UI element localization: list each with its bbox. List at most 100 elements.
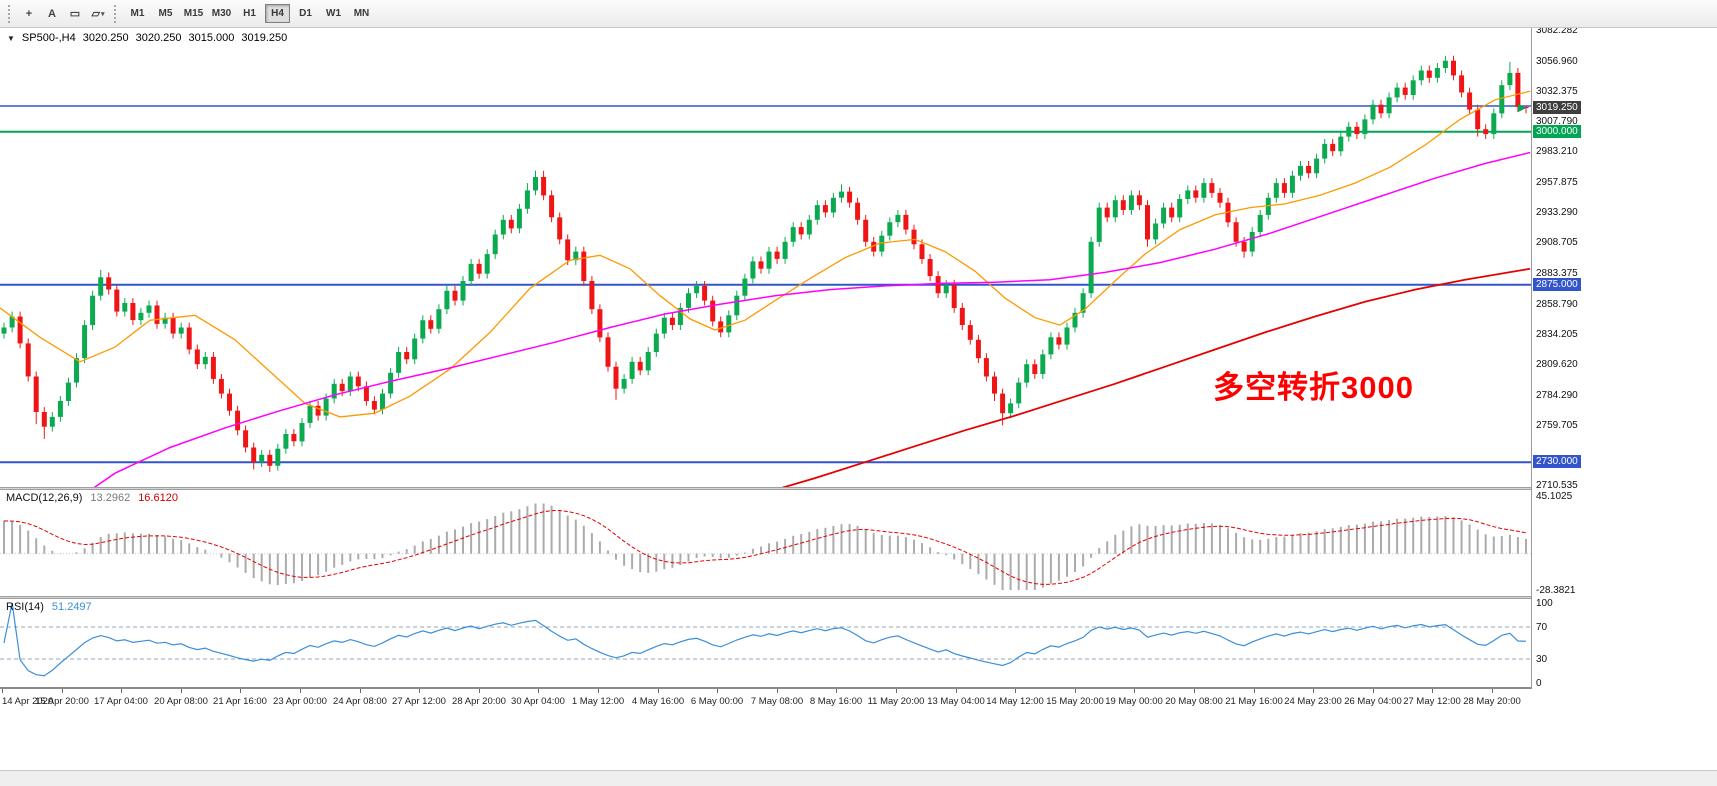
time-axis-tick <box>121 689 122 693</box>
main-chart-canvas[interactable] <box>0 28 1531 487</box>
candle-body <box>1072 312 1078 328</box>
candle-body <box>1128 195 1134 210</box>
timeframe-button-d1[interactable]: D1 <box>293 4 318 23</box>
candle-body <box>1322 143 1328 159</box>
candle-body <box>983 358 989 377</box>
candle-body <box>500 219 506 235</box>
rsi-axis-label: 30 <box>1536 654 1548 665</box>
candle-body <box>1257 214 1263 232</box>
crosshair-tool-button[interactable]: + <box>18 3 40 24</box>
time-axis-label: 15 Apr 20:00 <box>35 696 89 707</box>
candle-body <box>533 177 538 191</box>
candle-body <box>323 398 329 416</box>
candle-body <box>694 285 700 294</box>
macd-value-signal: 16.6120 <box>138 492 178 504</box>
candle-body <box>1370 104 1376 120</box>
candle-body <box>9 316 15 328</box>
candle-body <box>331 383 337 399</box>
axis-border-line <box>1531 28 1532 689</box>
candle-body <box>895 214 901 223</box>
ma-mid-line <box>93 151 1531 487</box>
candle-body <box>661 317 667 334</box>
candle-body <box>452 290 458 301</box>
text-label-tool-button[interactable]: ▭ <box>64 3 86 24</box>
candle-body <box>653 333 659 352</box>
time-axis-tick <box>181 689 182 693</box>
price-axis-label: 3082.282 <box>1536 25 1578 36</box>
chart-menu-icon[interactable]: ▼ <box>7 33 15 43</box>
price-axis-label: 2908.705 <box>1536 237 1578 248</box>
candle-body <box>1016 382 1022 404</box>
time-axis-label: 17 Apr 04:00 <box>94 696 148 707</box>
time-axis-tick <box>1254 689 1255 693</box>
rsi-panel-canvas[interactable] <box>0 599 1531 687</box>
last-price-arrow-icon <box>1518 104 1526 113</box>
candle-body <box>275 448 281 466</box>
timeframe-button-h1[interactable]: H1 <box>237 4 262 23</box>
candle-body <box>146 305 152 313</box>
time-axis-tick <box>717 689 718 693</box>
timeframe-button-w1[interactable]: W1 <box>321 4 346 23</box>
price-axis-label: 2809.620 <box>1536 359 1578 370</box>
time-axis-label: 20 Apr 08:00 <box>154 696 208 707</box>
toolbar-grip[interactable] <box>114 4 119 23</box>
time-axis-tick <box>479 689 480 693</box>
candle-body <box>975 339 981 359</box>
macd-panel-canvas[interactable] <box>0 490 1531 596</box>
macd-signal-line <box>3 509 1527 585</box>
time-axis-separator <box>0 687 1717 689</box>
candle-body <box>1088 241 1094 294</box>
time-axis[interactable]: 14 Apr 2020 15 Apr 20:00 17 Apr 04:00 20 Ap… <box>0 689 1531 713</box>
candle-body <box>637 361 643 371</box>
timeframe-button-m5[interactable]: M5 <box>153 4 178 23</box>
toolbar-grip[interactable] <box>8 4 13 23</box>
shapes-tool-button[interactable]: ▱ ▾ <box>87 3 109 24</box>
candle-body <box>1418 70 1424 81</box>
candle-body <box>1249 232 1255 252</box>
candle-body <box>1354 126 1360 135</box>
ma-fast-line <box>0 90 1531 418</box>
candle-body <box>65 382 71 401</box>
text-icon: A <box>48 7 56 20</box>
candle-body <box>1161 207 1167 224</box>
panel-separator[interactable] <box>0 487 1717 490</box>
candle-body <box>1096 207 1102 242</box>
candle-body <box>1394 87 1400 98</box>
candle-body <box>315 405 321 416</box>
candle-body <box>25 343 31 377</box>
candle-body <box>1177 199 1183 218</box>
candle-body <box>919 244 925 259</box>
time-axis-label: 28 May 20:00 <box>1463 696 1521 707</box>
shapes-icon: ▱ <box>91 8 100 20</box>
rsi-label: RSI(14) <box>6 601 44 613</box>
candle-body <box>597 309 603 338</box>
text-tool-button[interactable]: A <box>41 3 63 24</box>
time-axis-tick <box>896 689 897 693</box>
timeframe-button-mn[interactable]: MN <box>349 4 374 23</box>
candle-body <box>1217 192 1223 203</box>
macd-axis-label: -28.3821 <box>1536 585 1576 596</box>
candle-body <box>718 321 724 333</box>
time-axis-tick <box>1075 689 1076 693</box>
timeframe-button-h4[interactable]: H4 <box>265 4 290 23</box>
panel-separator[interactable] <box>0 596 1717 599</box>
timeframe-button-m30[interactable]: M30 <box>209 4 234 23</box>
timeframe-button-m1[interactable]: M1 <box>125 4 150 23</box>
candle-body <box>782 241 788 259</box>
time-axis-tick <box>2 689 3 693</box>
candle-body <box>814 205 820 220</box>
candle-body <box>879 235 885 252</box>
candle-body <box>1459 75 1465 93</box>
candle-body <box>243 430 249 448</box>
candle-body <box>1330 143 1336 152</box>
price-axis[interactable]: 3082.282 3056.960 3032.375 3007.790 2983.210… <box>1532 25 1717 770</box>
candle-body <box>943 284 949 294</box>
price-axis-label: 2858.790 <box>1536 299 1578 310</box>
price-axis-label: 2759.705 <box>1536 420 1578 431</box>
candle-body <box>1281 183 1287 193</box>
time-axis-label: 21 May 16:00 <box>1225 696 1283 707</box>
timeframe-button-m15[interactable]: M15 <box>181 4 206 23</box>
candle-body <box>1362 119 1368 135</box>
toolbar: + A ▭ ▱ ▾ M1 M5 M15 M30 H1 H4 D1 W1 MN <box>0 0 1717 28</box>
time-axis-label: 19 May 00:00 <box>1105 696 1163 707</box>
